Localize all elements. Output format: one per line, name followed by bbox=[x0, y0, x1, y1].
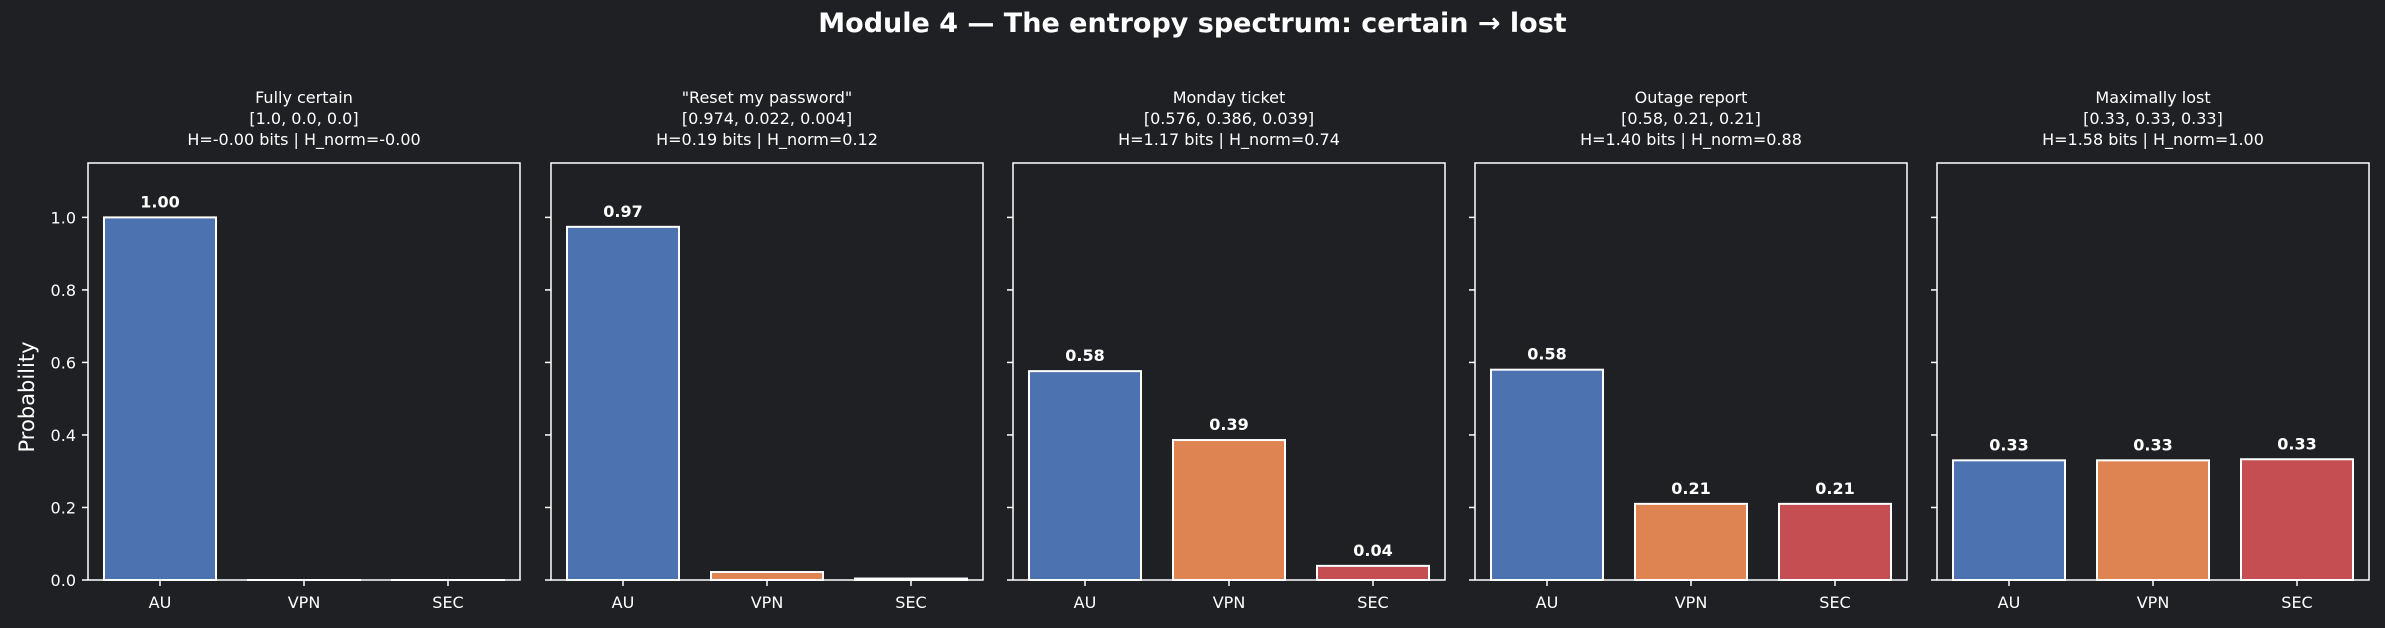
panel-subtitle-entropy: H=1.40 bits | H_norm=0.88 bbox=[1580, 130, 1802, 150]
bar-vpn bbox=[1172, 439, 1286, 581]
x-tick-label: VPN bbox=[751, 593, 784, 612]
y-tick-label: 0.0 bbox=[51, 571, 76, 590]
x-tick-label: AU bbox=[612, 593, 635, 612]
x-tick-label: SEC bbox=[432, 593, 463, 612]
panel-subtitle-entropy: H=-0.00 bits | H_norm=-0.00 bbox=[187, 130, 420, 150]
axes-frame bbox=[1474, 162, 1908, 581]
panel-subtitle-vector: [0.33, 0.33, 0.33] bbox=[2083, 109, 2223, 128]
panel-title: Fully certain bbox=[255, 88, 353, 107]
x-tick-label: VPN bbox=[288, 593, 321, 612]
chart-panel: Monday ticket [0.576, 0.386, 0.039] H=1.17… bbox=[1007, 88, 1446, 612]
bar-value-label: 0.33 bbox=[1989, 435, 2028, 454]
y-tick-label: 0.6 bbox=[51, 353, 76, 372]
x-tick-label: SEC bbox=[2281, 593, 2312, 612]
bar-value-label: 0.33 bbox=[2277, 434, 2316, 453]
chart-panels: Fully certain [1.0, 0.0, 0.0] H=-0.00 bits… bbox=[51, 88, 2370, 612]
bar-sec bbox=[2240, 458, 2354, 582]
chart-panel: Fully certain [1.0, 0.0, 0.0] H=-0.00 bits… bbox=[51, 88, 521, 612]
bar-value-label: 0.58 bbox=[1527, 345, 1566, 364]
bar-au bbox=[566, 225, 680, 582]
x-tick-label: SEC bbox=[1357, 593, 1388, 612]
panel-title: Maximally lost bbox=[2095, 88, 2210, 107]
bar-vpn bbox=[2096, 459, 2210, 582]
bar-au bbox=[103, 216, 217, 582]
bar-value-label: 0.21 bbox=[1815, 479, 1854, 498]
bar-value-label: 0.58 bbox=[1065, 346, 1104, 365]
panel-subtitle-vector: [0.576, 0.386, 0.039] bbox=[1144, 109, 1314, 128]
x-tick-label: VPN bbox=[1675, 593, 1708, 612]
panel-subtitle-entropy: H=0.19 bits | H_norm=0.12 bbox=[656, 130, 878, 150]
axes-frame bbox=[1012, 162, 1446, 581]
bar-value-label: 0.04 bbox=[1353, 541, 1392, 560]
panel-subtitle-vector: [1.0, 0.0, 0.0] bbox=[249, 109, 358, 128]
panel-subtitle-vector: [0.974, 0.022, 0.004] bbox=[682, 109, 852, 128]
axes-frame bbox=[1936, 162, 2370, 581]
x-tick-label: SEC bbox=[895, 593, 926, 612]
y-tick-label: 0.4 bbox=[51, 426, 76, 445]
panel-subtitle-entropy: H=1.17 bits | H_norm=0.74 bbox=[1118, 130, 1340, 150]
panel-title: Outage report bbox=[1635, 88, 1748, 107]
bar-au bbox=[1952, 459, 2066, 582]
axes-frame bbox=[87, 162, 521, 581]
x-tick-label: VPN bbox=[1213, 593, 1246, 612]
bar-au bbox=[1490, 368, 1604, 581]
axes-frame bbox=[550, 162, 984, 581]
panel-subtitle-entropy: H=1.58 bits | H_norm=1.00 bbox=[2042, 130, 2264, 150]
y-axis-label: Probability bbox=[15, 341, 39, 452]
x-tick-label: AU bbox=[1074, 593, 1097, 612]
bar-value-label: 0.21 bbox=[1671, 479, 1710, 498]
x-tick-label: AU bbox=[1998, 593, 2021, 612]
x-tick-label: VPN bbox=[2137, 593, 2170, 612]
bar-value-label: 0.33 bbox=[2133, 435, 2172, 454]
chart-panel: Outage report [0.58, 0.21, 0.21] H=1.40 bi… bbox=[1469, 88, 1908, 612]
bar-sec bbox=[1316, 564, 1430, 582]
panel-title: "Reset my password" bbox=[682, 88, 853, 107]
bar-value-label: 0.97 bbox=[603, 202, 642, 221]
figure-title: Module 4 — The entropy spectrum: certain… bbox=[818, 8, 1567, 39]
bar-value-label: 0.39 bbox=[1209, 415, 1248, 434]
y-tick-label: 1.0 bbox=[51, 208, 76, 227]
x-tick-label: AU bbox=[149, 593, 172, 612]
x-tick-label: AU bbox=[1536, 593, 1559, 612]
panel-title: Monday ticket bbox=[1173, 88, 1286, 107]
y-tick-label: 0.2 bbox=[51, 498, 76, 517]
x-tick-label: SEC bbox=[1819, 593, 1850, 612]
bar-au bbox=[1028, 370, 1142, 581]
bar-value-label: 1.00 bbox=[140, 192, 179, 211]
y-tick-label: 0.8 bbox=[51, 281, 76, 300]
chart-panel: "Reset my password" [0.974, 0.022, 0.004]… bbox=[545, 88, 984, 612]
panel-subtitle-vector: [0.58, 0.21, 0.21] bbox=[1621, 109, 1761, 128]
bar-vpn bbox=[1634, 502, 1748, 581]
bar-vpn bbox=[710, 571, 824, 581]
bar-sec bbox=[1778, 502, 1892, 581]
chart-panel: Maximally lost [0.33, 0.33, 0.33] H=1.58 b… bbox=[1931, 88, 2370, 612]
